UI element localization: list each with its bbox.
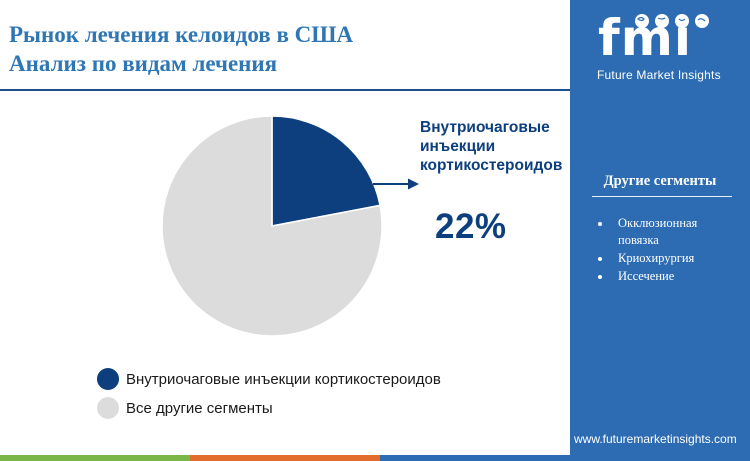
bar-segment-orange (190, 455, 380, 461)
title-line-2: Анализ по видам лечения (9, 51, 278, 76)
fmi-logo: fmi Future Market Insights (590, 6, 730, 92)
legend-swatch (97, 368, 119, 390)
side-panel: fmi Future Market Insights Другие сегмен… (570, 0, 750, 461)
callout-label: Внутриочаговые инъекции кортикостероидов (420, 118, 562, 175)
bottom-color-bar (0, 455, 750, 461)
other-segments-title: Другие сегменты (603, 173, 717, 189)
page-title: Рынок лечения келоидов в США Анализ по в… (9, 20, 353, 78)
logo-subtitle: Future Market Insights (597, 68, 721, 82)
globe-icon (635, 14, 709, 28)
website-link[interactable]: www.futuremarketinsights.com (574, 432, 737, 446)
legend-swatch (97, 397, 119, 419)
pie-slice-0 (271, 115, 381, 227)
segment-item: Иссечение (598, 268, 718, 285)
pie-slice-1 (161, 115, 383, 337)
segment-item: Окклюзионная повязка (598, 215, 718, 249)
bar-segment-green (0, 455, 190, 461)
callout-label-line: инъекции (420, 138, 496, 155)
chart-legend: Внутриочаговые инъекции кортикостероидов… (97, 365, 441, 422)
bar-segment-blue (380, 455, 750, 461)
callout-value: 22% (435, 207, 507, 246)
callout-label-line: Внутриочаговые (420, 119, 550, 136)
legend-item: Внутриочаговые инъекции кортикостероидов (97, 365, 441, 393)
callout-label-line: кортикостероидов (420, 157, 563, 174)
title-divider (0, 89, 570, 91)
segments-divider (592, 196, 732, 197)
segment-item: Криохирургия (598, 250, 718, 267)
segments-list: Окклюзионная повязка Криохирургия Иссече… (598, 215, 718, 285)
pie-chart (161, 115, 419, 337)
title-line-1: Рынок лечения келоидов в США (9, 22, 354, 47)
legend-label: Все другие сегменты (126, 399, 273, 417)
callout-arrow (373, 178, 419, 190)
legend-label: Внутриочаговые инъекции кортикостероидов (126, 370, 441, 388)
legend-item: Все другие сегменты (97, 394, 441, 422)
